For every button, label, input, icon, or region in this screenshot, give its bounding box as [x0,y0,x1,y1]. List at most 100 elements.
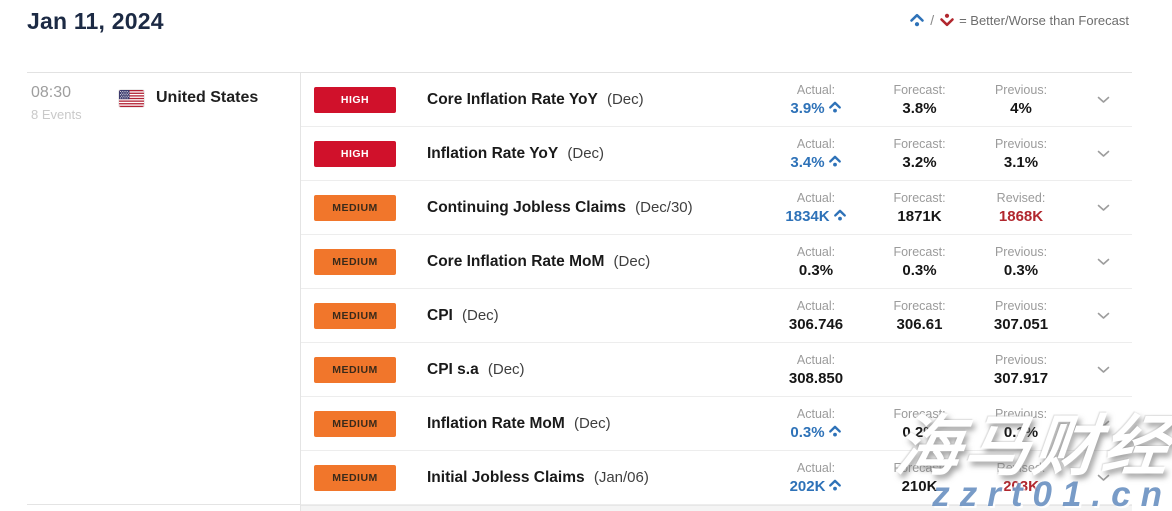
event-name-cell: Core Inflation Rate MoM (Dec) [397,253,760,271]
country-block[interactable]: United States [119,73,258,107]
event-period: (Dec) [609,252,651,270]
previous-label: Revised: [996,460,1046,475]
importance-badge: MEDIUM [314,356,396,383]
worse-than-forecast-icon [939,13,955,27]
actual-label: Actual: [796,136,836,151]
event-name: Continuing Jobless Claims [427,198,626,216]
forecast-value: 3.8% [902,99,937,117]
forecast-cell: Forecast: 210K [872,461,967,495]
forecast-cell: Forecast: 306.61 [872,299,967,333]
actual-value: 0.3% [798,261,834,279]
badge-cell: MEDIUM [301,248,397,275]
better-than-forecast-icon [828,154,842,171]
previous-value: 0.3% [1003,261,1039,279]
previous-label: Previous: [994,82,1048,97]
actual-value: 3.9% [760,100,872,117]
time-group-header: 08:30 8 Events [27,73,300,505]
event-row[interactable]: MEDIUM CPI (Dec) Actual: 306.746 Forecas… [301,289,1132,343]
event-row[interactable]: HIGH Core Inflation Rate YoY (Dec) Actua… [301,73,1132,127]
chevron-down-icon [1097,361,1110,379]
event-period: (Jan/06) [589,468,649,486]
actual-cell: Actual: 0.3% [760,407,872,441]
better-than-forecast-icon [828,478,842,495]
badge-cell: MEDIUM [301,464,397,491]
actual-label: Actual: [796,82,836,97]
actual-label: Actual: [796,190,836,205]
event-row[interactable]: MEDIUM Core Inflation Rate MoM (Dec) Act… [301,235,1132,289]
chevron-down-icon [1097,199,1110,217]
forecast-label: Forecast: [893,460,946,475]
expand-chevron-cell[interactable] [1075,199,1132,217]
event-row[interactable]: MEDIUM Continuing Jobless Claims (Dec/30… [301,181,1132,235]
actual-value: 202K [760,478,872,495]
actual-label: Actual: [796,352,836,367]
expand-chevron-cell[interactable] [1075,469,1132,487]
forecast-cell: Forecast: 3.2% [872,137,967,171]
event-name: Inflation Rate YoY [427,144,559,162]
importance-badge: MEDIUM [314,248,396,275]
legend-label: = Better/Worse than Forecast [959,12,1129,28]
event-row[interactable]: MEDIUM CPI s.a (Dec) Actual: 308.850 Pre… [301,343,1132,397]
previous-cell: Previous: 0.3% [967,245,1075,279]
event-name-cell: Inflation Rate YoY (Dec) [397,145,760,163]
forecast-value: 3.2% [902,153,937,171]
event-period: (Dec/30) [630,198,693,216]
expand-chevron-cell[interactable] [1075,415,1132,433]
chevron-down-icon [1097,415,1110,433]
expand-chevron-cell[interactable] [1075,253,1132,271]
expand-chevron-cell[interactable] [1075,91,1132,109]
forecast-label: Forecast: [893,136,946,151]
event-period: (Dec) [457,306,499,324]
previous-value: 1868K [998,207,1044,225]
group-time: 08:30 [31,84,72,101]
actual-value: 308.850 [788,369,844,387]
event-name: Core Inflation Rate YoY [427,90,598,108]
event-name-cell: Continuing Jobless Claims (Dec/30) [397,199,760,217]
forecast-value: 306.61 [896,315,943,333]
previous-cell: Previous: 4% [967,83,1075,117]
event-name-cell: Initial Jobless Claims (Jan/06) [397,469,760,487]
event-name: Initial Jobless Claims [427,468,585,486]
page-title: Jan 11, 2024 [27,8,164,34]
event-name: CPI s.a [427,360,479,378]
actual-cell: Actual: 202K [760,461,872,495]
previous-cell: Revised: 1868K [967,191,1075,225]
actual-value: 0.3% [760,424,872,441]
forecast-cell: Forecast: 0.2% [872,407,967,441]
chevron-down-icon [1097,145,1110,163]
chevron-down-icon [1097,469,1110,487]
next-group-strip [301,505,1132,511]
forecast-value: 0.3% [902,261,937,279]
event-period: (Dec) [563,144,605,162]
forecast-label: Forecast: [893,406,946,421]
event-row[interactable]: MEDIUM Inflation Rate MoM (Dec) Actual: … [301,397,1132,451]
actual-value: 1834K [760,208,872,225]
badge-cell: MEDIUM [301,410,397,437]
forecast-value: 0.2% [902,423,937,441]
importance-badge: MEDIUM [314,194,396,221]
forecast-label: Forecast: [893,298,946,313]
forecast-cell: Forecast: 3.8% [872,83,967,117]
legend-separator: / [930,12,935,28]
previous-label: Previous: [994,244,1048,259]
country-name: United States [156,89,259,106]
forecast-cell: Forecast: 0.3% [872,245,967,279]
previous-cell: Previous: 307.917 [967,353,1075,387]
previous-cell: Revised: 203K [967,461,1075,495]
event-row[interactable]: MEDIUM Initial Jobless Claims (Jan/06) A… [301,451,1132,505]
event-row[interactable]: HIGH Inflation Rate YoY (Dec) Actual: 3.… [301,127,1132,181]
expand-chevron-cell[interactable] [1075,145,1132,163]
previous-label: Previous: [994,136,1048,151]
actual-cell: Actual: 306.746 [760,299,872,333]
previous-value: 203K [1003,477,1039,495]
expand-chevron-cell[interactable] [1075,307,1132,325]
expand-chevron-cell[interactable] [1075,361,1132,379]
event-period: (Dec) [569,414,611,432]
actual-label: Actual: [796,406,836,421]
group-events-count: 8 Events [31,107,82,122]
chevron-down-icon [1097,253,1110,271]
event-name: CPI [427,306,453,324]
event-period: (Dec) [483,360,525,378]
importance-badge: HIGH [314,140,396,167]
